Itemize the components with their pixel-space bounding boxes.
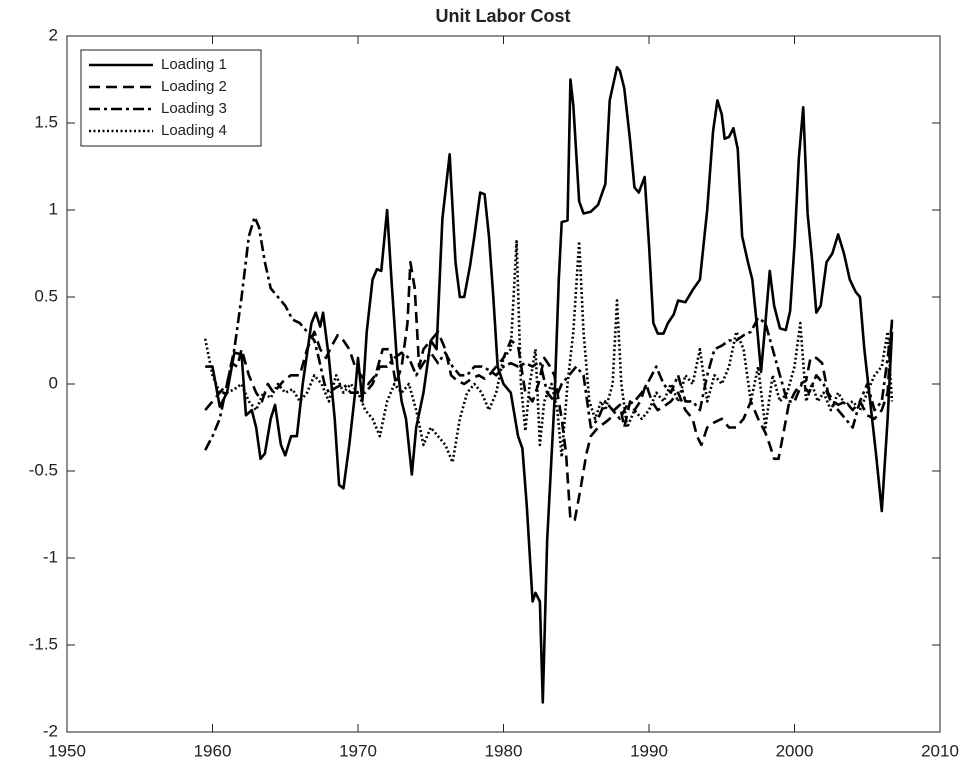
y-tick-label: 2 <box>49 25 58 44</box>
legend-label: Loading 4 <box>161 122 227 139</box>
y-tick-label: 0.5 <box>34 286 58 305</box>
y-tick-label: -0.5 <box>29 460 58 479</box>
y-tick-label: -1.5 <box>29 634 58 653</box>
y-tick-label: 0 <box>49 373 58 392</box>
line-series <box>204 215 894 451</box>
x-tick-label: 1950 <box>48 741 86 760</box>
x-tick-label: 1970 <box>339 741 377 760</box>
x-tick-label: 1960 <box>194 741 232 760</box>
line-series <box>203 240 894 464</box>
x-tick-label: 1990 <box>630 741 668 760</box>
legend-box <box>80 49 262 147</box>
legend-label: Loading 2 <box>161 78 227 95</box>
legend: Loading 1 Loading 2 Loading 3 Loading 4 <box>80 49 262 147</box>
x-tick-label: 2000 <box>776 741 814 760</box>
axes-box <box>66 35 941 733</box>
x-tick-label: 1980 <box>485 741 523 760</box>
legend-label: Loading 1 <box>161 56 227 73</box>
x-tick-label: 2010 <box>921 741 959 760</box>
y-tick-label: 1.5 <box>34 112 58 131</box>
y-tick-label: -1 <box>43 547 58 566</box>
line-series <box>205 66 894 704</box>
legend-label: Loading 3 <box>161 100 227 117</box>
y-tick-label: 1 <box>49 199 58 218</box>
chart-title: Unit Labor Cost <box>436 6 571 26</box>
line-series <box>204 260 894 522</box>
y-tick-label: -2 <box>43 721 58 740</box>
